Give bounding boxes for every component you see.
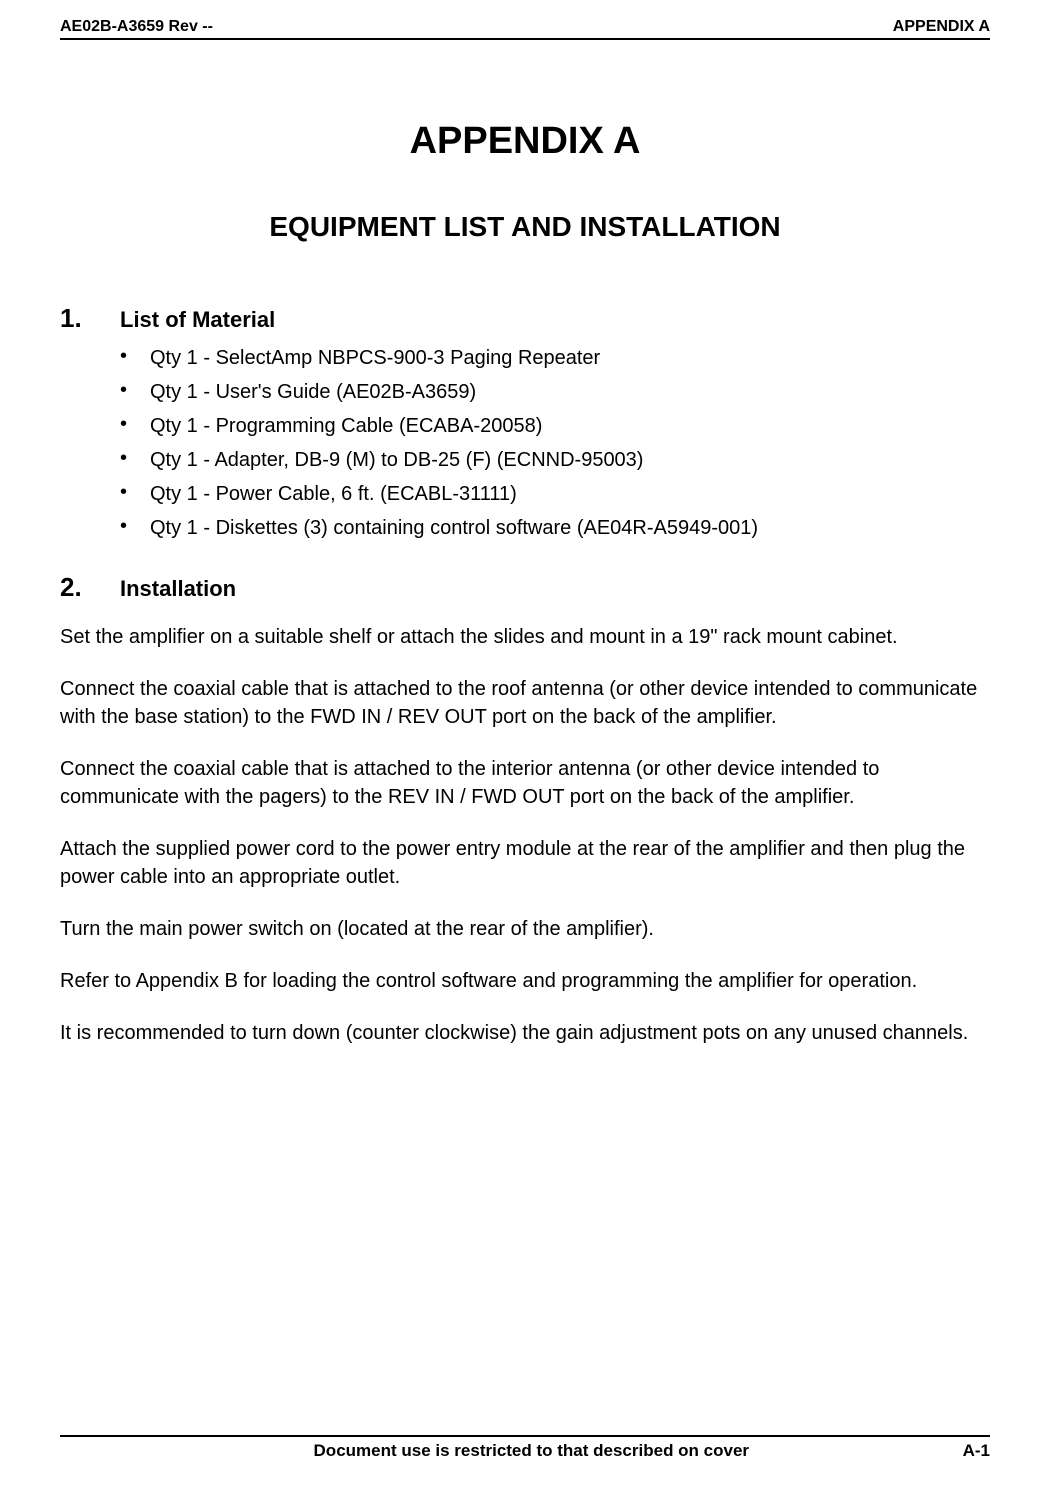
section-2-number: 2. [60, 572, 120, 603]
body-paragraph: Connect the coaxial cable that is attach… [60, 675, 990, 731]
section-2-title: Installation [120, 576, 236, 602]
installation-body: Set the amplifier on a suitable shelf or… [60, 623, 990, 1047]
header-appendix: APPENDIX A [893, 18, 990, 36]
bullet-icon: • [120, 480, 150, 504]
body-paragraph: Turn the main power switch on (located a… [60, 915, 990, 943]
section-1-title: List of Material [120, 307, 275, 333]
list-item: • Qty 1 - Adapter, DB-9 (M) to DB-25 (F)… [120, 446, 990, 474]
page-title: APPENDIX A [60, 120, 990, 163]
list-item: • Qty 1 - Power Cable, 6 ft. (ECABL-3111… [120, 480, 990, 508]
body-paragraph: Attach the supplied power cord to the po… [60, 835, 990, 891]
list-item: • Qty 1 - SelectAmp NBPCS-900-3 Paging R… [120, 344, 990, 372]
list-item-text: Qty 1 - User's Guide (AE02B-A3659) [150, 378, 476, 406]
list-item: • Qty 1 - Programming Cable (ECABA-20058… [120, 412, 990, 440]
list-item-text: Qty 1 - Adapter, DB-9 (M) to DB-25 (F) (… [150, 446, 643, 474]
bullet-icon: • [120, 412, 150, 436]
list-item-text: Qty 1 - Diskettes (3) containing control… [150, 514, 758, 542]
section-2-heading: 2. Installation [60, 572, 990, 603]
body-paragraph: It is recommended to turn down (counter … [60, 1019, 990, 1047]
footer-page-number: A-1 [963, 1441, 990, 1461]
section-1-number: 1. [60, 303, 120, 334]
list-item-text: Qty 1 - SelectAmp NBPCS-900-3 Paging Rep… [150, 344, 600, 372]
body-paragraph: Refer to Appendix B for loading the cont… [60, 967, 990, 995]
page-header: AE02B-A3659 Rev -- APPENDIX A [60, 18, 990, 40]
list-item-text: Qty 1 - Programming Cable (ECABA-20058) [150, 412, 542, 440]
bullet-icon: • [120, 344, 150, 368]
page-footer: Document use is restricted to that descr… [60, 1435, 990, 1461]
list-item: • Qty 1 - Diskettes (3) containing contr… [120, 514, 990, 542]
list-item-text: Qty 1 - Power Cable, 6 ft. (ECABL-31111) [150, 480, 517, 508]
section-1-heading: 1. List of Material [60, 303, 990, 334]
footer-restriction-text: Document use is restricted to that descr… [100, 1441, 963, 1461]
body-paragraph: Set the amplifier on a suitable shelf or… [60, 623, 990, 651]
list-item: • Qty 1 - User's Guide (AE02B-A3659) [120, 378, 990, 406]
bullet-icon: • [120, 446, 150, 470]
page-subtitle: EQUIPMENT LIST AND INSTALLATION [60, 211, 990, 243]
material-list: • Qty 1 - SelectAmp NBPCS-900-3 Paging R… [120, 344, 990, 542]
page: AE02B-A3659 Rev -- APPENDIX A APPENDIX A… [0, 0, 1050, 1491]
body-paragraph: Connect the coaxial cable that is attach… [60, 755, 990, 811]
bullet-icon: • [120, 378, 150, 402]
bullet-icon: • [120, 514, 150, 538]
header-doc-id: AE02B-A3659 Rev -- [60, 18, 213, 36]
